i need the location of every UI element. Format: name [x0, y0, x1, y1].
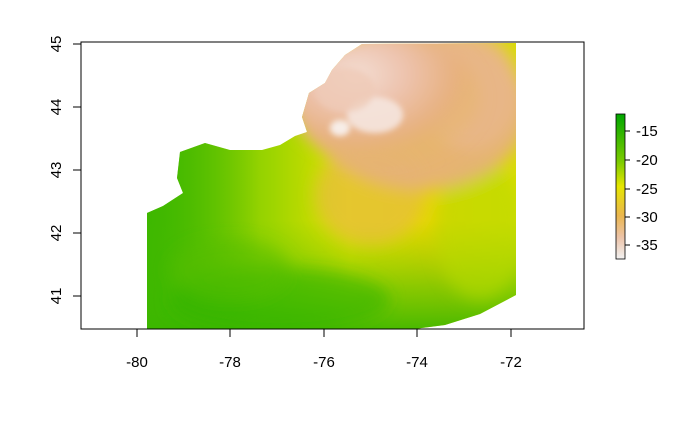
y-tick-label: 44	[48, 99, 65, 116]
x-tick-label: -80	[126, 354, 148, 371]
legend-tick-label: -35	[636, 237, 658, 254]
color-legend: -15 -20 -25 -30 -35	[615, 113, 658, 260]
x-tick-label: -72	[500, 354, 522, 371]
y-tick-label: 41	[48, 288, 65, 305]
legend-color-bar	[615, 113, 626, 260]
y-tick-label: 43	[48, 162, 65, 179]
legend-tick-label: -30	[636, 209, 658, 226]
legend-tick-label: -20	[636, 152, 658, 169]
x-tick-label: -76	[313, 354, 335, 371]
y-tick-label: 42	[48, 225, 65, 242]
x-axis: -80 -78 -76 -74 -72	[126, 328, 522, 371]
legend-tick-label: -15	[636, 123, 658, 140]
y-axis: 41 42 43 44 45	[48, 36, 82, 305]
y-tick-label: 45	[48, 36, 65, 53]
legend-tick-label: -25	[636, 181, 658, 198]
x-tick-label: -78	[219, 354, 241, 371]
x-tick-label: -74	[406, 354, 428, 371]
